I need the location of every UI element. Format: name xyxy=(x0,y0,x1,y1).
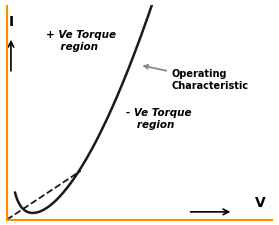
Text: I: I xyxy=(8,15,13,29)
Text: Operating
Characteristic: Operating Characteristic xyxy=(144,65,249,91)
Text: V: V xyxy=(255,196,265,210)
Text: + Ve Torque
    region: + Ve Torque region xyxy=(46,30,116,52)
Text: - Ve Torque
   region: - Ve Torque region xyxy=(126,108,192,130)
